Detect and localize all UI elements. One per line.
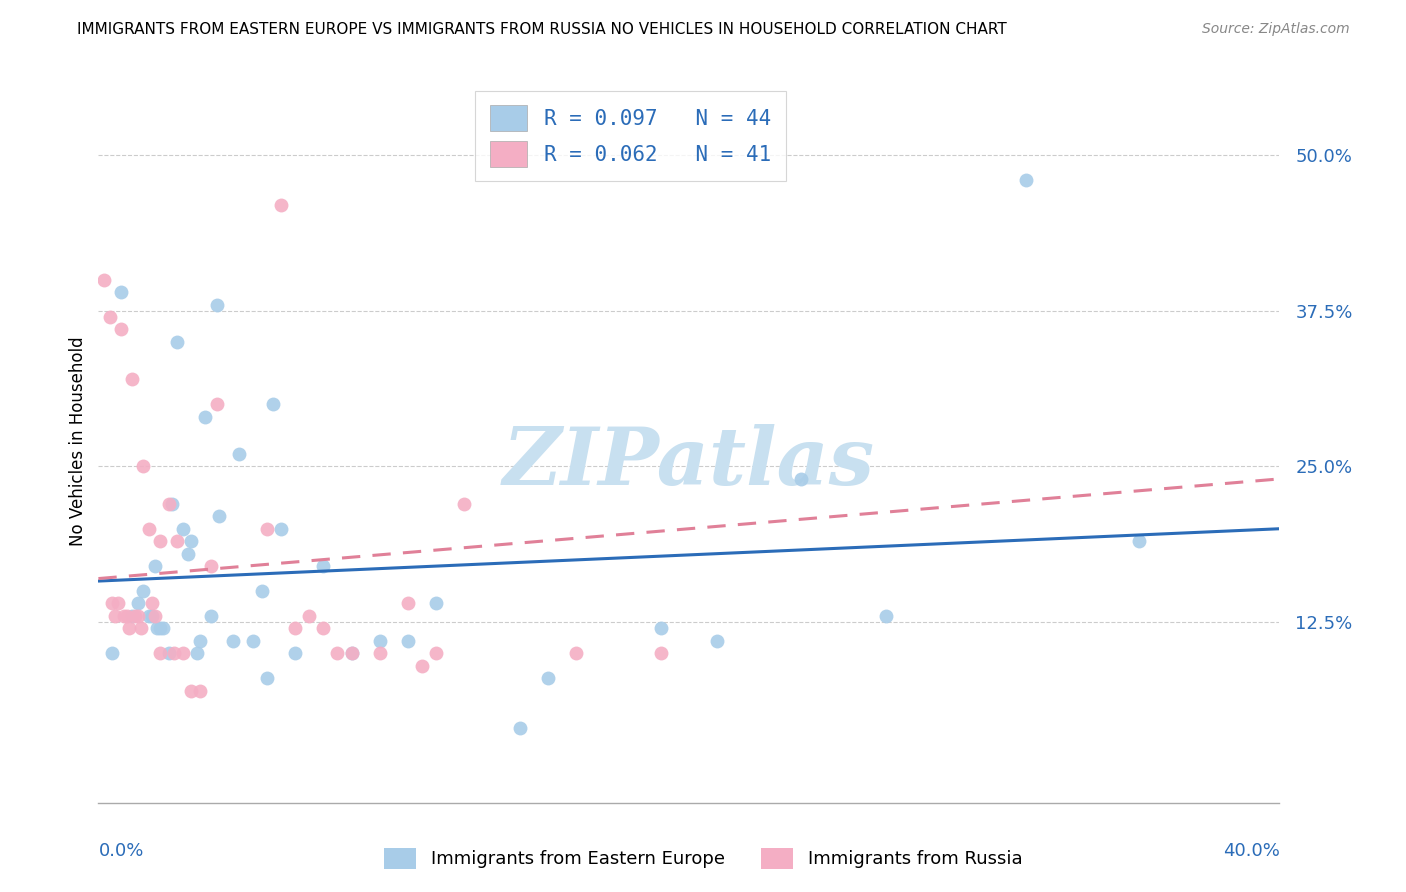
- Point: [565, 646, 588, 660]
- Point: [121, 609, 143, 624]
- Point: [143, 559, 166, 574]
- Point: [149, 534, 172, 549]
- Text: IMMIGRANTS FROM EASTERN EUROPE VS IMMIGRANTS FROM RUSSIA NO VEHICLES IN HOUSEHOL: IMMIGRANTS FROM EASTERN EUROPE VS IMMIGR…: [77, 22, 1007, 37]
- Point: [270, 198, 292, 212]
- Point: [200, 609, 222, 624]
- Point: [127, 609, 149, 624]
- Point: [284, 621, 307, 635]
- Point: [129, 621, 152, 635]
- Point: [121, 372, 143, 386]
- Text: 40.0%: 40.0%: [1223, 842, 1279, 860]
- Point: [453, 497, 475, 511]
- Point: [340, 646, 363, 660]
- Point: [163, 646, 186, 660]
- Point: [180, 683, 202, 698]
- Point: [396, 633, 419, 648]
- Point: [132, 459, 155, 474]
- Point: [143, 609, 166, 624]
- Point: [312, 559, 335, 574]
- Point: [228, 447, 250, 461]
- Point: [706, 633, 728, 648]
- Point: [141, 597, 163, 611]
- Point: [98, 310, 121, 324]
- Point: [298, 609, 321, 624]
- Y-axis label: No Vehicles in Household: No Vehicles in Household: [69, 336, 87, 547]
- Point: [172, 646, 194, 660]
- Point: [312, 621, 335, 635]
- Legend: R = 0.097   N = 44, R = 0.062   N = 41: R = 0.097 N = 44, R = 0.062 N = 41: [475, 91, 786, 181]
- Point: [425, 646, 447, 660]
- Point: [138, 522, 160, 536]
- Point: [340, 646, 363, 660]
- Point: [188, 683, 211, 698]
- Point: [284, 646, 307, 660]
- Point: [208, 509, 231, 524]
- Point: [650, 621, 672, 635]
- Point: [152, 621, 174, 635]
- Point: [250, 584, 273, 599]
- Point: [205, 297, 228, 311]
- Point: [110, 285, 132, 299]
- Text: ZIPatlas: ZIPatlas: [503, 425, 875, 502]
- Point: [790, 472, 813, 486]
- Point: [326, 646, 349, 660]
- Point: [93, 272, 115, 286]
- Point: [205, 397, 228, 411]
- Point: [222, 633, 245, 648]
- Point: [1128, 534, 1150, 549]
- Point: [166, 534, 188, 549]
- Point: [104, 609, 127, 624]
- Point: [112, 609, 135, 624]
- Point: [180, 534, 202, 549]
- Point: [188, 633, 211, 648]
- Point: [149, 646, 172, 660]
- Point: [146, 621, 169, 635]
- Point: [537, 671, 560, 685]
- Point: [425, 597, 447, 611]
- Point: [157, 497, 180, 511]
- Point: [132, 584, 155, 599]
- Point: [127, 597, 149, 611]
- Point: [172, 522, 194, 536]
- Point: [177, 547, 200, 561]
- Point: [411, 658, 433, 673]
- Point: [110, 322, 132, 336]
- Point: [650, 646, 672, 660]
- Point: [166, 334, 188, 349]
- Point: [118, 621, 141, 635]
- Point: [149, 621, 172, 635]
- Point: [157, 646, 180, 660]
- Point: [101, 646, 124, 660]
- Point: [242, 633, 264, 648]
- Point: [160, 497, 183, 511]
- Point: [186, 646, 208, 660]
- Point: [194, 409, 217, 424]
- Point: [141, 609, 163, 624]
- Point: [107, 597, 129, 611]
- Point: [138, 609, 160, 624]
- Point: [396, 597, 419, 611]
- Point: [368, 646, 391, 660]
- Point: [368, 633, 391, 648]
- Point: [1015, 173, 1038, 187]
- Point: [509, 721, 531, 735]
- Point: [124, 609, 146, 624]
- Text: Source: ZipAtlas.com: Source: ZipAtlas.com: [1202, 22, 1350, 37]
- Point: [256, 671, 278, 685]
- Point: [270, 522, 292, 536]
- Point: [262, 397, 284, 411]
- Point: [256, 522, 278, 536]
- Point: [115, 609, 138, 624]
- Text: 0.0%: 0.0%: [98, 842, 143, 860]
- Point: [101, 597, 124, 611]
- Point: [875, 609, 897, 624]
- Point: [200, 559, 222, 574]
- Legend: Immigrants from Eastern Europe, Immigrants from Russia: Immigrants from Eastern Europe, Immigran…: [377, 840, 1029, 876]
